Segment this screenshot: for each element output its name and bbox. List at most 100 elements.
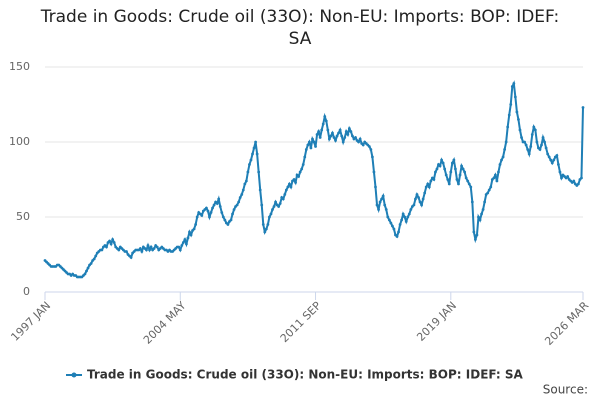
x-tick-label: 2019 JAN <box>414 299 459 344</box>
point <box>423 191 427 195</box>
point <box>526 148 530 151</box>
point <box>474 238 477 241</box>
point <box>337 131 340 135</box>
point <box>261 223 265 226</box>
point <box>361 143 365 147</box>
point <box>240 193 244 196</box>
point <box>288 182 291 186</box>
point <box>251 152 254 156</box>
point <box>309 146 313 150</box>
point <box>188 230 191 234</box>
point <box>435 167 439 171</box>
point <box>238 196 242 199</box>
point <box>223 218 227 222</box>
point <box>109 242 113 246</box>
point <box>231 212 234 216</box>
point <box>513 95 517 99</box>
point <box>527 152 531 156</box>
point <box>112 241 116 244</box>
point <box>543 140 546 144</box>
point <box>252 146 256 150</box>
point <box>283 193 287 196</box>
point <box>303 155 307 159</box>
point <box>306 143 310 147</box>
point <box>532 125 536 129</box>
point <box>450 161 454 165</box>
point <box>483 200 487 204</box>
point <box>535 140 539 144</box>
point <box>206 209 210 213</box>
point <box>486 191 490 195</box>
point <box>301 163 305 166</box>
point <box>381 194 385 198</box>
point <box>390 224 394 228</box>
point <box>237 200 241 204</box>
point <box>501 155 505 159</box>
point <box>329 134 333 138</box>
point <box>254 140 257 144</box>
point <box>547 155 551 159</box>
point <box>480 212 483 216</box>
point <box>94 254 98 258</box>
point <box>351 134 354 138</box>
point <box>454 167 457 171</box>
point <box>380 197 384 201</box>
point <box>354 136 357 139</box>
point <box>404 220 408 223</box>
point <box>434 170 437 174</box>
point <box>509 103 513 106</box>
point <box>331 131 334 135</box>
point <box>341 140 345 144</box>
point <box>533 128 537 132</box>
point <box>243 182 247 186</box>
point <box>518 128 522 132</box>
point <box>466 179 470 183</box>
x-tick-label: 1997 JAN <box>8 299 53 344</box>
point <box>321 122 325 126</box>
point <box>546 152 550 156</box>
point <box>274 200 277 204</box>
point <box>497 170 500 174</box>
point <box>478 218 482 222</box>
point <box>552 158 556 162</box>
x-tick-label: 2026 MAR <box>542 299 591 348</box>
point <box>271 208 274 211</box>
point <box>495 179 499 183</box>
y-tick-label: 150 <box>9 60 30 73</box>
point <box>334 139 337 142</box>
point <box>417 196 420 199</box>
legend-marker <box>71 372 77 378</box>
point <box>503 148 507 151</box>
point <box>530 133 534 136</box>
point <box>257 170 261 174</box>
point <box>186 236 190 240</box>
point <box>470 200 474 204</box>
point <box>344 130 348 133</box>
y-tick-label: 100 <box>9 135 30 148</box>
point <box>286 185 290 189</box>
point <box>189 233 193 237</box>
point <box>557 163 560 166</box>
point <box>195 215 199 219</box>
point <box>449 170 453 174</box>
point <box>520 136 523 139</box>
point <box>377 208 380 211</box>
point <box>194 223 198 226</box>
source: Source: <box>543 383 588 397</box>
point <box>549 158 553 162</box>
point <box>424 185 428 189</box>
point <box>215 202 219 205</box>
point <box>178 248 182 252</box>
point <box>258 188 262 192</box>
point <box>555 154 559 157</box>
point <box>492 176 496 180</box>
point <box>338 128 342 132</box>
point <box>515 110 519 114</box>
point <box>332 136 336 139</box>
point <box>220 211 224 214</box>
point <box>100 248 104 252</box>
point <box>117 248 121 252</box>
point <box>278 202 282 205</box>
point <box>246 170 250 174</box>
